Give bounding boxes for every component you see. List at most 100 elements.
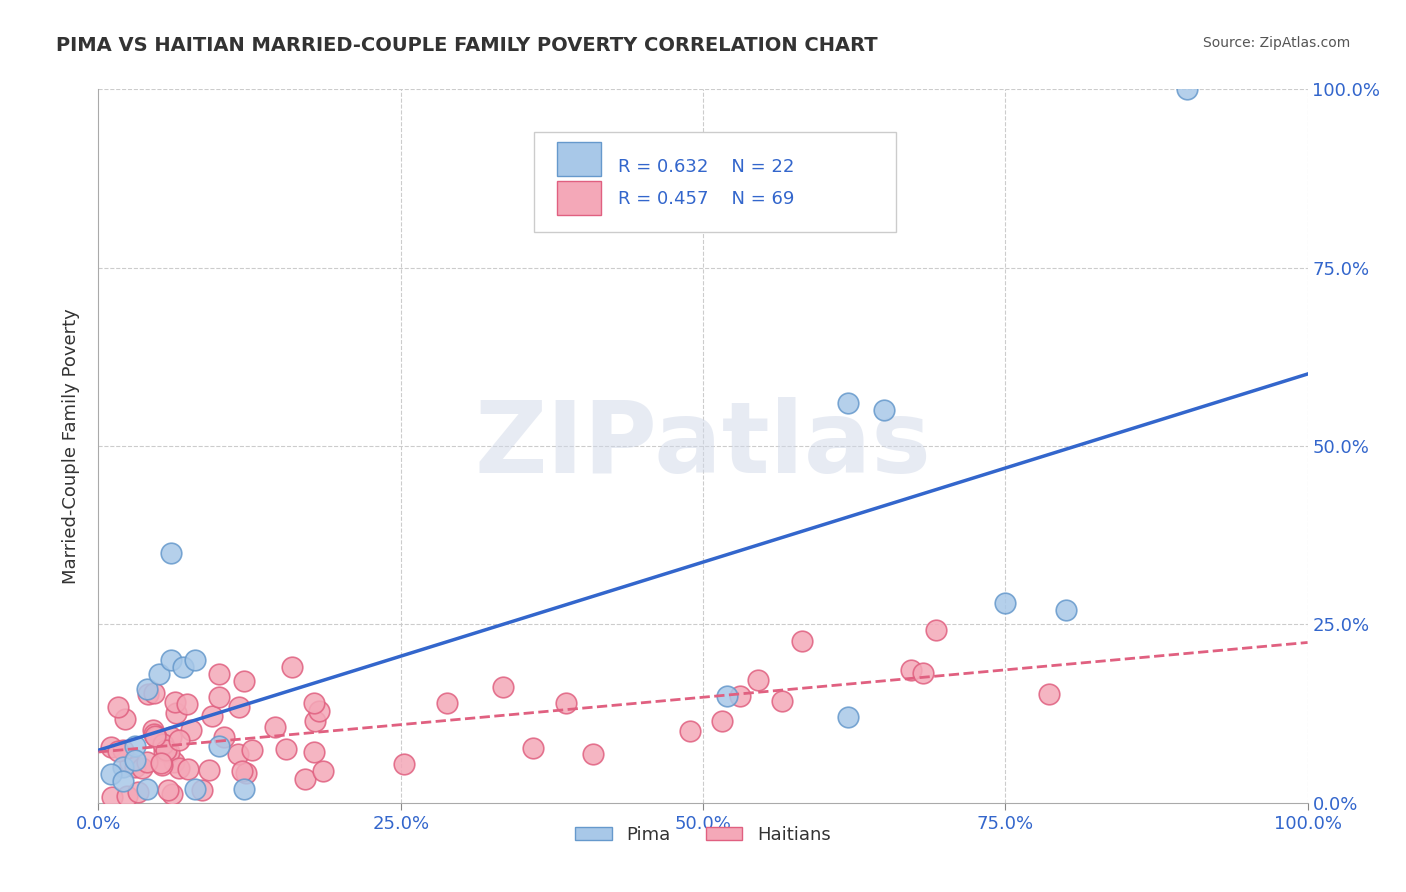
- Legend: Pima, Haitians: Pima, Haitians: [568, 819, 838, 851]
- Point: [1038, 687, 1060, 701]
- Point: [114, 712, 136, 726]
- Point: [191, 782, 214, 797]
- Point: [231, 764, 253, 778]
- Point: [136, 687, 159, 701]
- Point: [177, 762, 200, 776]
- Point: [392, 757, 415, 772]
- Point: [436, 696, 458, 710]
- Point: [107, 700, 129, 714]
- Point: [111, 743, 134, 757]
- Point: [142, 723, 165, 737]
- Text: PIMA VS HAITIAN MARRIED-COUPLE FAMILY POVERTY CORRELATION CHART: PIMA VS HAITIAN MARRIED-COUPLE FAMILY PO…: [56, 36, 877, 54]
- Point: [135, 781, 157, 796]
- Point: [111, 760, 134, 774]
- Point: [240, 743, 263, 757]
- Y-axis label: Married-Couple Family Poverty: Married-Couple Family Poverty: [62, 308, 80, 584]
- Point: [180, 723, 202, 737]
- Point: [165, 706, 187, 720]
- Point: [160, 653, 183, 667]
- Point: [790, 634, 813, 648]
- Point: [263, 720, 285, 734]
- Point: [197, 763, 219, 777]
- Point: [201, 709, 224, 723]
- Point: [302, 745, 325, 759]
- Point: [925, 623, 948, 637]
- Text: ZIPatlas: ZIPatlas: [475, 398, 931, 494]
- FancyBboxPatch shape: [557, 142, 602, 176]
- Point: [184, 653, 207, 667]
- Point: [150, 756, 173, 771]
- Point: [235, 765, 257, 780]
- Point: [711, 714, 734, 728]
- Point: [169, 761, 191, 775]
- Point: [728, 689, 751, 703]
- Point: [124, 760, 146, 774]
- Point: [837, 396, 859, 410]
- Point: [555, 696, 578, 710]
- Point: [136, 755, 159, 769]
- Point: [226, 747, 249, 762]
- Point: [994, 596, 1017, 610]
- Point: [208, 690, 231, 705]
- Point: [163, 695, 186, 709]
- Point: [167, 733, 190, 747]
- Point: [143, 729, 166, 743]
- Point: [1175, 82, 1198, 96]
- Point: [308, 704, 330, 718]
- Point: [172, 660, 194, 674]
- Point: [228, 699, 250, 714]
- Point: [232, 781, 254, 796]
- Point: [142, 727, 165, 741]
- Point: [176, 697, 198, 711]
- Point: [124, 739, 146, 753]
- Point: [160, 787, 183, 801]
- Point: [101, 790, 124, 805]
- Point: [124, 753, 146, 767]
- Point: [163, 756, 186, 770]
- Point: [117, 789, 139, 803]
- Point: [142, 686, 165, 700]
- Point: [145, 730, 167, 744]
- Point: [232, 674, 254, 689]
- Point: [679, 723, 702, 738]
- Point: [100, 739, 122, 754]
- Point: [131, 761, 153, 775]
- Point: [1054, 603, 1077, 617]
- Point: [912, 665, 935, 680]
- Point: [148, 667, 170, 681]
- Point: [900, 663, 922, 677]
- Text: Source: ZipAtlas.com: Source: ZipAtlas.com: [1202, 36, 1350, 50]
- Point: [127, 785, 149, 799]
- Point: [153, 744, 176, 758]
- Point: [160, 546, 183, 560]
- Point: [492, 681, 515, 695]
- Point: [274, 741, 297, 756]
- Text: R = 0.632    N = 22: R = 0.632 N = 22: [619, 158, 794, 176]
- Point: [160, 730, 183, 744]
- Point: [111, 774, 134, 789]
- Point: [208, 739, 231, 753]
- Text: R = 0.457    N = 69: R = 0.457 N = 69: [619, 190, 794, 208]
- Point: [873, 403, 896, 417]
- Point: [304, 714, 326, 728]
- Point: [100, 767, 122, 781]
- Point: [837, 710, 859, 724]
- Point: [208, 667, 231, 681]
- Point: [747, 673, 769, 688]
- Point: [312, 764, 335, 779]
- Point: [156, 782, 179, 797]
- Point: [118, 756, 141, 770]
- Point: [157, 745, 180, 759]
- Point: [135, 681, 157, 696]
- Point: [212, 730, 235, 744]
- Point: [582, 747, 605, 761]
- Point: [294, 772, 316, 786]
- FancyBboxPatch shape: [557, 181, 602, 215]
- Point: [304, 696, 326, 710]
- Point: [772, 694, 794, 708]
- Point: [522, 741, 544, 756]
- Point: [150, 758, 173, 772]
- Point: [155, 742, 177, 756]
- Point: [716, 689, 738, 703]
- Point: [281, 660, 304, 674]
